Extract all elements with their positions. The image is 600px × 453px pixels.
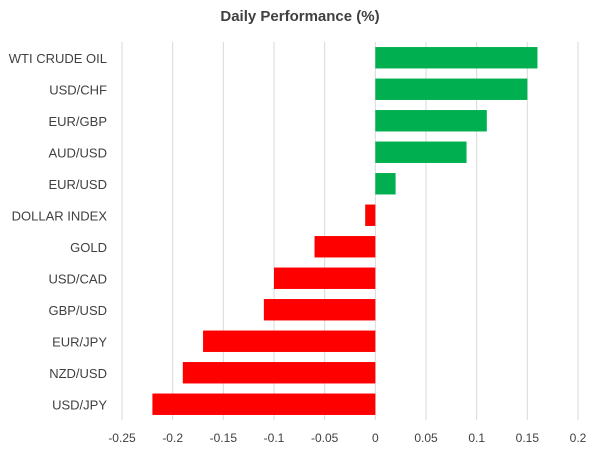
bar <box>152 393 376 415</box>
x-tick-label: 0.1 <box>468 431 485 445</box>
bar <box>263 299 376 321</box>
x-tick-label: -0.05 <box>311 431 339 445</box>
x-tick-label: -0.2 <box>162 431 183 445</box>
bar <box>375 47 538 69</box>
x-tick-label: 0.2 <box>570 431 587 445</box>
category-label: EUR/USD <box>48 177 107 192</box>
bar <box>375 110 487 132</box>
category-label: AUD/USD <box>48 145 107 160</box>
category-label: EUR/JPY <box>52 334 107 349</box>
chart-title: Daily Performance (%) <box>220 8 380 25</box>
bar <box>365 204 376 226</box>
category-label: USD/CHF <box>49 82 107 97</box>
category-label: WTI CRUDE OIL <box>9 51 107 66</box>
bar <box>182 362 376 384</box>
x-tick-label: -0.15 <box>210 431 238 445</box>
category-label: GBP/USD <box>48 303 107 318</box>
x-tick-label: -0.25 <box>108 431 136 445</box>
bar <box>314 236 376 258</box>
x-tick-label: 0.15 <box>516 431 540 445</box>
bar <box>203 330 376 352</box>
category-label: USD/JPY <box>52 397 107 412</box>
x-tick-label: 0 <box>372 431 379 445</box>
category-label: USD/CAD <box>48 271 107 286</box>
category-label: GOLD <box>70 240 107 255</box>
bar <box>375 173 396 195</box>
x-tick-label: 0.05 <box>414 431 438 445</box>
category-label: NZD/USD <box>49 366 107 381</box>
bar <box>375 141 467 163</box>
bar <box>274 267 376 289</box>
bar <box>375 78 528 100</box>
category-label: DOLLAR INDEX <box>12 208 108 223</box>
category-label: EUR/GBP <box>48 114 107 129</box>
x-tick-label: -0.1 <box>264 431 285 445</box>
